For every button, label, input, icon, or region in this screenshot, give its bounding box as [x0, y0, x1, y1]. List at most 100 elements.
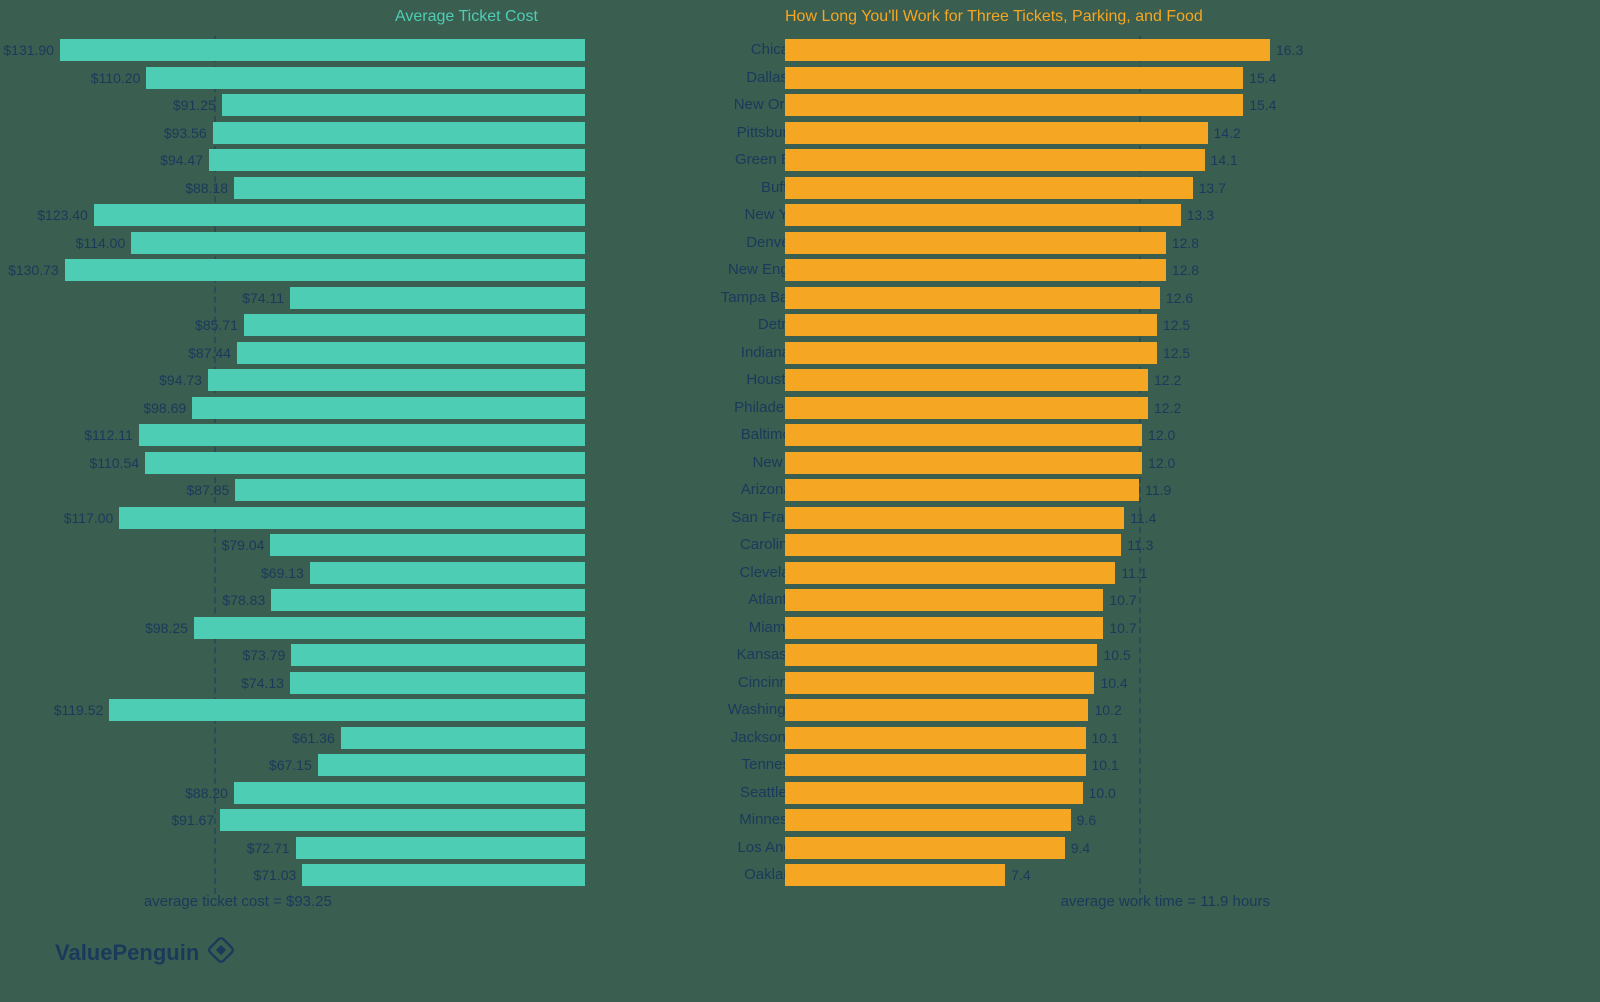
ticket-cost-value: $74.11 — [242, 287, 290, 309]
ticket-cost-value: $74.13 — [241, 672, 290, 694]
chart-row: $94.47Green Bay Packers14.1 — [0, 146, 1600, 174]
chart-row: $114.00Denver Broncos12.8 — [0, 229, 1600, 257]
chart-row: $61.36Jacksonville Jaguars10.1 — [0, 724, 1600, 752]
work-hours-value: 14.2 — [1208, 122, 1241, 144]
ticket-cost-bar: $67.15 — [318, 754, 585, 776]
ticket-cost-value: $110.20 — [91, 67, 147, 89]
chart-row: $123.40New York Giants13.3 — [0, 201, 1600, 229]
chart-row: $119.52Washington Redskins10.2 — [0, 696, 1600, 724]
ticket-cost-bar: $74.11 — [290, 287, 585, 309]
ticket-cost-bar: $73.79 — [291, 644, 585, 666]
chart-row: $131.90Chicago Bears16.3 — [0, 36, 1600, 64]
ticket-cost-value: $67.15 — [269, 754, 318, 776]
right-chart-title: How Long You'll Work for Three Tickets, … — [785, 8, 1203, 26]
work-hours-value: 10.2 — [1088, 699, 1121, 721]
ticket-cost-value: $79.04 — [222, 534, 271, 556]
work-hours-bar: 9.4 — [785, 837, 1065, 859]
ticket-cost-value: $110.54 — [89, 452, 145, 474]
ticket-cost-value: $71.03 — [253, 864, 302, 886]
work-hours-value: 12.5 — [1157, 314, 1190, 336]
ticket-cost-bar: $78.83 — [271, 589, 585, 611]
work-hours-bar: 14.2 — [785, 122, 1208, 144]
ticket-cost-value: $88.18 — [185, 177, 234, 199]
ticket-cost-value: $114.00 — [76, 232, 132, 254]
work-hours-bar: 16.3 — [785, 39, 1270, 61]
chart-row: $88.20Seattle Seahawks10.0 — [0, 779, 1600, 807]
ticket-cost-bar: $131.90 — [60, 39, 585, 61]
work-hours-value: 10.4 — [1094, 672, 1127, 694]
work-hours-value: 10.7 — [1103, 617, 1136, 639]
ticket-cost-value: $117.00 — [64, 507, 120, 529]
work-hours-value: 15.4 — [1243, 94, 1276, 116]
chart-row: $69.13Cleveland Browns11.1 — [0, 559, 1600, 587]
chart-row: $72.71Los Angeles Rams9.4 — [0, 834, 1600, 862]
work-hours-value: 14.1 — [1205, 149, 1238, 171]
chart-row: $117.00San Francisco 49ers11.4 — [0, 504, 1600, 532]
chart-row: $98.69Philadelphia Eagles12.2 — [0, 394, 1600, 422]
work-hours-bar: 12.8 — [785, 259, 1166, 281]
work-hours-bar: 10.1 — [785, 727, 1086, 749]
work-hours-bar: 11.4 — [785, 507, 1124, 529]
work-hours-value: 12.8 — [1166, 259, 1199, 281]
ticket-cost-bar: $114.00 — [131, 232, 585, 254]
ticket-cost-value: $78.83 — [222, 589, 271, 611]
ticket-cost-value: $98.25 — [145, 617, 194, 639]
ticket-cost-bar: $87.44 — [237, 342, 585, 364]
work-hours-bar: 10.1 — [785, 754, 1086, 776]
work-hours-bar: 13.7 — [785, 177, 1193, 199]
work-hours-bar: 14.1 — [785, 149, 1205, 171]
ticket-cost-bar: $119.52 — [109, 699, 585, 721]
right-average-label: average work time = 11.9 hours — [1050, 893, 1270, 910]
work-hours-bar: 10.5 — [785, 644, 1097, 666]
ticket-cost-value: $87.85 — [187, 479, 236, 501]
work-hours-value: 12.8 — [1166, 232, 1199, 254]
brand-name: ValuePenguin — [55, 940, 199, 966]
left-average-label: average ticket cost = $93.25 — [144, 893, 332, 910]
work-hours-bar: 15.4 — [785, 67, 1243, 89]
work-hours-bar: 12.5 — [785, 342, 1157, 364]
chart-row: $112.11Baltimore Ravens12.0 — [0, 421, 1600, 449]
ticket-cost-bar: $79.04 — [270, 534, 585, 556]
work-hours-value: 16.3 — [1270, 39, 1303, 61]
brand-logo: ValuePenguin — [55, 936, 235, 970]
ticket-cost-value: $119.52 — [54, 699, 110, 721]
work-hours-bar: 12.8 — [785, 232, 1166, 254]
work-hours-value: 12.0 — [1142, 424, 1175, 446]
ticket-cost-value: $73.79 — [242, 644, 291, 666]
ticket-cost-value: $72.71 — [247, 837, 296, 859]
ticket-cost-bar: $117.00 — [119, 507, 585, 529]
chart-row: $88.18Buffalo Bills13.7 — [0, 174, 1600, 202]
ticket-cost-bar: $74.13 — [290, 672, 585, 694]
chart-row: $94.73Houston Texans12.2 — [0, 366, 1600, 394]
ticket-cost-bar: $94.73 — [208, 369, 585, 391]
ticket-cost-bar: $98.25 — [194, 617, 585, 639]
chart-row: $91.67Minnesota Vikings9.6 — [0, 806, 1600, 834]
work-hours-value: 12.0 — [1142, 452, 1175, 474]
ticket-cost-value: $88.20 — [185, 782, 234, 804]
work-hours-value: 12.6 — [1160, 287, 1193, 309]
chart-row: $85.71Detroit Lions12.5 — [0, 311, 1600, 339]
chart-row: $67.15Tennessee Titans10.1 — [0, 751, 1600, 779]
ticket-cost-value: $85.71 — [195, 314, 244, 336]
ticket-cost-bar: $130.73 — [65, 259, 585, 281]
work-hours-bar: 10.0 — [785, 782, 1083, 804]
work-hours-value: 10.1 — [1086, 727, 1119, 749]
work-hours-bar: 11.9 — [785, 479, 1139, 501]
work-hours-bar: 11.3 — [785, 534, 1121, 556]
work-hours-bar: 15.4 — [785, 94, 1243, 116]
work-hours-bar: 13.3 — [785, 204, 1181, 226]
work-hours-value: 7.4 — [1005, 864, 1030, 886]
ticket-cost-value: $131.90 — [3, 39, 60, 61]
work-hours-value: 11.4 — [1124, 507, 1156, 529]
chart-row: $71.03Oakland Raiders7.4 — [0, 861, 1600, 889]
work-hours-value: 10.1 — [1086, 754, 1119, 776]
work-hours-value: 13.7 — [1193, 177, 1226, 199]
chart-row: $98.25Miami Dolphins10.7 — [0, 614, 1600, 642]
work-hours-bar: 10.7 — [785, 617, 1103, 639]
work-hours-bar: 10.4 — [785, 672, 1094, 694]
work-hours-bar: 9.6 — [785, 809, 1071, 831]
ticket-cost-value: $98.69 — [143, 397, 192, 419]
chart-row: $130.73New England Patriots12.8 — [0, 256, 1600, 284]
work-hours-value: 11.1 — [1115, 562, 1147, 584]
chart-row: $110.54New York Jets12.0 — [0, 449, 1600, 477]
